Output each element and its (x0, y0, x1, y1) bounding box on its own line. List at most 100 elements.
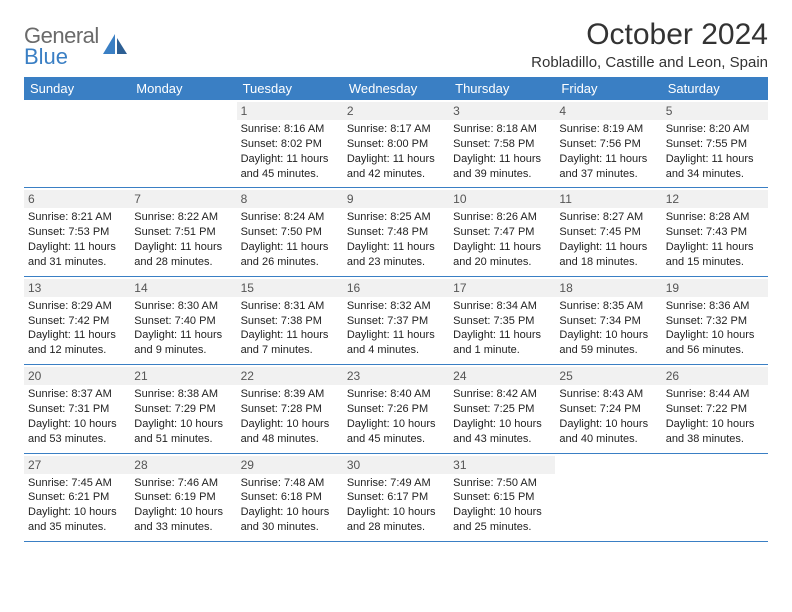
sunset-text: Sunset: 7:29 PM (134, 402, 232, 417)
daylight-text: Daylight: 10 hours and 59 minutes. (559, 328, 657, 358)
day-number: 8 (237, 190, 343, 208)
daylight-text: Daylight: 10 hours and 25 minutes. (453, 505, 551, 535)
day-number: 5 (662, 102, 768, 120)
daylight-text: Daylight: 10 hours and 43 minutes. (453, 417, 551, 447)
sunrise-text: Sunrise: 8:21 AM (28, 210, 126, 225)
week-row: 13Sunrise: 8:29 AMSunset: 7:42 PMDayligh… (24, 277, 768, 365)
weekday-label: Saturday (662, 77, 768, 100)
daylight-text: Daylight: 11 hours and 28 minutes. (134, 240, 232, 270)
sunset-text: Sunset: 7:45 PM (559, 225, 657, 240)
weekday-label: Sunday (24, 77, 130, 100)
sunset-text: Sunset: 8:00 PM (347, 137, 445, 152)
sunrise-text: Sunrise: 7:50 AM (453, 476, 551, 491)
day-cell: 2Sunrise: 8:17 AMSunset: 8:00 PMDaylight… (343, 100, 449, 187)
daylight-text: Daylight: 10 hours and 56 minutes. (666, 328, 764, 358)
day-cell: 17Sunrise: 8:34 AMSunset: 7:35 PMDayligh… (449, 277, 555, 364)
day-number: 9 (343, 190, 449, 208)
day-number: 28 (130, 456, 236, 474)
day-cell: 12Sunrise: 8:28 AMSunset: 7:43 PMDayligh… (662, 188, 768, 275)
daylight-text: Daylight: 11 hours and 26 minutes. (241, 240, 339, 270)
day-cell (662, 454, 768, 541)
sunrise-text: Sunrise: 8:44 AM (666, 387, 764, 402)
day-cell (555, 454, 661, 541)
sunrise-text: Sunrise: 8:16 AM (241, 122, 339, 137)
daylight-text: Daylight: 10 hours and 38 minutes. (666, 417, 764, 447)
daylight-text: Daylight: 11 hours and 1 minute. (453, 328, 551, 358)
day-cell: 11Sunrise: 8:27 AMSunset: 7:45 PMDayligh… (555, 188, 661, 275)
day-number: 11 (555, 190, 661, 208)
sunrise-text: Sunrise: 8:31 AM (241, 299, 339, 314)
sunset-text: Sunset: 7:32 PM (666, 314, 764, 329)
sunset-text: Sunset: 7:48 PM (347, 225, 445, 240)
day-cell: 3Sunrise: 8:18 AMSunset: 7:58 PMDaylight… (449, 100, 555, 187)
sunset-text: Sunset: 7:43 PM (666, 225, 764, 240)
day-number: 7 (130, 190, 236, 208)
sunrise-text: Sunrise: 8:38 AM (134, 387, 232, 402)
sunrise-text: Sunrise: 8:30 AM (134, 299, 232, 314)
week-row: 27Sunrise: 7:45 AMSunset: 6:21 PMDayligh… (24, 454, 768, 542)
daylight-text: Daylight: 11 hours and 45 minutes. (241, 152, 339, 182)
daylight-text: Daylight: 11 hours and 20 minutes. (453, 240, 551, 270)
daylight-text: Daylight: 10 hours and 30 minutes. (241, 505, 339, 535)
day-number: 21 (130, 367, 236, 385)
day-cell (24, 100, 130, 187)
day-cell: 22Sunrise: 8:39 AMSunset: 7:28 PMDayligh… (237, 365, 343, 452)
week-row: 20Sunrise: 8:37 AMSunset: 7:31 PMDayligh… (24, 365, 768, 453)
sunrise-text: Sunrise: 8:32 AM (347, 299, 445, 314)
daylight-text: Daylight: 11 hours and 37 minutes. (559, 152, 657, 182)
sunrise-text: Sunrise: 8:19 AM (559, 122, 657, 137)
weekday-label: Wednesday (343, 77, 449, 100)
day-cell: 18Sunrise: 8:35 AMSunset: 7:34 PMDayligh… (555, 277, 661, 364)
day-cell: 15Sunrise: 8:31 AMSunset: 7:38 PMDayligh… (237, 277, 343, 364)
day-cell: 4Sunrise: 8:19 AMSunset: 7:56 PMDaylight… (555, 100, 661, 187)
day-cell: 13Sunrise: 8:29 AMSunset: 7:42 PMDayligh… (24, 277, 130, 364)
weekday-label: Tuesday (237, 77, 343, 100)
sunrise-text: Sunrise: 8:20 AM (666, 122, 764, 137)
sunrise-text: Sunrise: 8:25 AM (347, 210, 445, 225)
sunrise-text: Sunrise: 8:36 AM (666, 299, 764, 314)
day-number: 29 (237, 456, 343, 474)
brand-line2: Blue (24, 47, 99, 68)
sunset-text: Sunset: 8:02 PM (241, 137, 339, 152)
daylight-text: Daylight: 11 hours and 42 minutes. (347, 152, 445, 182)
day-number: 30 (343, 456, 449, 474)
day-cell: 10Sunrise: 8:26 AMSunset: 7:47 PMDayligh… (449, 188, 555, 275)
daylight-text: Daylight: 11 hours and 15 minutes. (666, 240, 764, 270)
day-cell: 20Sunrise: 8:37 AMSunset: 7:31 PMDayligh… (24, 365, 130, 452)
day-number: 15 (237, 279, 343, 297)
sunset-text: Sunset: 7:24 PM (559, 402, 657, 417)
day-cell: 21 Sunrise: 8:38 AMSunset: 7:29 PMDayligh… (130, 365, 236, 452)
day-cell: 7Sunrise: 8:22 AMSunset: 7:51 PMDaylight… (130, 188, 236, 275)
daylight-text: Daylight: 10 hours and 48 minutes. (241, 417, 339, 447)
day-cell: 31Sunrise: 7:50 AMSunset: 6:15 PMDayligh… (449, 454, 555, 541)
sunrise-text: Sunrise: 8:29 AM (28, 299, 126, 314)
sunset-text: Sunset: 7:56 PM (559, 137, 657, 152)
day-number: 27 (24, 456, 130, 474)
sunrise-text: Sunrise: 8:39 AM (241, 387, 339, 402)
weekday-header-row: Sunday Monday Tuesday Wednesday Thursday… (24, 77, 768, 100)
daylight-text: Daylight: 11 hours and 18 minutes. (559, 240, 657, 270)
day-cell: 28Sunrise: 7:46 AMSunset: 6:19 PMDayligh… (130, 454, 236, 541)
sunset-text: Sunset: 7:31 PM (28, 402, 126, 417)
sunset-text: Sunset: 6:15 PM (453, 490, 551, 505)
day-cell: 26Sunrise: 8:44 AMSunset: 7:22 PMDayligh… (662, 365, 768, 452)
daylight-text: Daylight: 10 hours and 35 minutes. (28, 505, 126, 535)
sunset-text: Sunset: 7:26 PM (347, 402, 445, 417)
daylight-text: Daylight: 10 hours and 40 minutes. (559, 417, 657, 447)
day-number: 20 (24, 367, 130, 385)
daylight-text: Daylight: 10 hours and 51 minutes. (134, 417, 232, 447)
day-cell: 23Sunrise: 8:40 AMSunset: 7:26 PMDayligh… (343, 365, 449, 452)
sunset-text: Sunset: 7:34 PM (559, 314, 657, 329)
day-number: 3 (449, 102, 555, 120)
sunrise-text: Sunrise: 8:26 AM (453, 210, 551, 225)
daylight-text: Daylight: 10 hours and 53 minutes. (28, 417, 126, 447)
day-cell: 16Sunrise: 8:32 AMSunset: 7:37 PMDayligh… (343, 277, 449, 364)
day-number: 19 (662, 279, 768, 297)
daylight-text: Daylight: 11 hours and 12 minutes. (28, 328, 126, 358)
day-cell: 1Sunrise: 8:16 AMSunset: 8:02 PMDaylight… (237, 100, 343, 187)
day-cell (130, 100, 236, 187)
weekday-label: Monday (130, 77, 236, 100)
sunrise-text: Sunrise: 8:22 AM (134, 210, 232, 225)
brand-logo: General Blue (24, 18, 129, 68)
sunset-text: Sunset: 7:38 PM (241, 314, 339, 329)
